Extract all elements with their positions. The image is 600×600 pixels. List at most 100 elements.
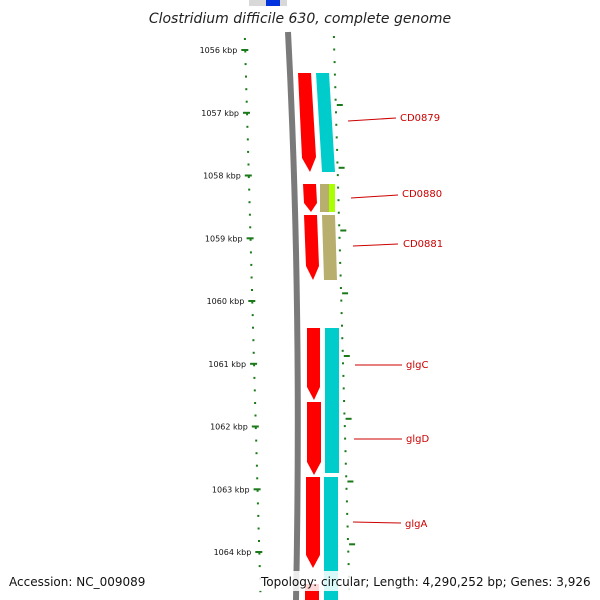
cds-feature: [298, 73, 316, 172]
ruler-major-tick: [248, 300, 256, 302]
ruler-label: 1057 kbp: [201, 109, 239, 118]
ruler-minor-tick: [249, 238, 252, 241]
gene-label-glgc[interactable]: glgC: [406, 360, 428, 371]
ruler-minor-tick: [244, 63, 247, 66]
outer-minor-tick: [336, 148, 339, 151]
ruler-minor-tick: [258, 552, 261, 555]
ruler-major-tick: [251, 425, 259, 428]
outer-major-tick: [338, 166, 345, 169]
outer-minor-tick: [339, 287, 342, 289]
ruler-major-tick: [243, 111, 250, 114]
outer-minor-tick: [333, 61, 336, 64]
ruler-minor-tick: [248, 201, 251, 204]
outer-minor-tick: [332, 36, 335, 38]
outer-minor-tick: [335, 123, 338, 126]
outer-minor-tick: [337, 186, 340, 189]
ruler-minor-tick: [250, 276, 253, 279]
ruler-minor-tick: [245, 100, 248, 103]
outer-minor-tick: [337, 211, 340, 214]
ruler-minor-tick: [246, 138, 249, 141]
upstream-feature-blue: [266, 0, 280, 6]
outer-minor-tick: [343, 400, 346, 402]
footer-background: [256, 571, 596, 591]
outer-minor-tick: [336, 161, 339, 164]
ruler-minor-tick: [253, 376, 256, 379]
ruler-minor-tick: [255, 439, 258, 442]
outer-major-tick: [342, 292, 349, 295]
map-title: Clostridium difficile 630, complete geno…: [149, 11, 451, 27]
outer-minor-tick: [340, 299, 343, 302]
outer-minor-tick: [342, 362, 344, 365]
ruler-label: 1060 kbp: [207, 297, 245, 306]
ruler-major-tick: [253, 488, 261, 491]
ruler-minor-tick: [252, 326, 254, 329]
ruler-label: 1061 kbp: [208, 360, 246, 369]
ruler-minor-tick: [245, 75, 247, 78]
outer-minor-tick: [340, 312, 343, 315]
ruler-label: 1063 kbp: [212, 485, 250, 494]
ruler-minor-tick: [254, 414, 257, 417]
outer-minor-tick: [334, 86, 337, 89]
ruler-minor-tick: [258, 565, 261, 568]
ruler-minor-tick: [258, 540, 260, 542]
outer-minor-tick: [335, 111, 337, 114]
cds-feature: [304, 215, 319, 280]
gene-leader-line: [352, 243, 399, 247]
ruler-minor-tick: [251, 301, 254, 304]
cyan-feature: [325, 328, 339, 473]
cds-track: [298, 73, 321, 600]
gene-label-glga[interactable]: glgA: [405, 519, 427, 530]
outer-minor-tick: [338, 224, 341, 227]
cds-feature: [307, 402, 321, 475]
ruler-major-tick: [246, 237, 254, 240]
ruler-minor-tick: [251, 289, 253, 291]
gene-label-cd0880[interactable]: CD0880: [402, 189, 442, 200]
outer-minor-tick: [341, 349, 344, 352]
ruler-minor-tick: [259, 590, 262, 593]
ruler-major-tick: [250, 362, 258, 365]
ruler-minor-tick: [253, 364, 256, 367]
outer-major-tick: [336, 104, 343, 106]
ruler-minor-tick: [248, 213, 251, 216]
topology-text: Topology: circular; Length: 4,290,252 bp…: [260, 575, 591, 589]
olive-feature: [322, 215, 337, 280]
outer-minor-tick: [333, 48, 336, 51]
outer-minor-tick: [347, 550, 350, 553]
outer-minor-tick: [334, 98, 337, 101]
ruler-minor-tick: [249, 226, 252, 229]
accession-text: Accession: NC_009089: [9, 575, 145, 589]
outer-minor-tick: [333, 73, 336, 76]
ruler-minor-tick: [256, 489, 259, 492]
outer-major-tick: [347, 480, 354, 483]
outer-minor-tick: [336, 174, 339, 177]
outer-minor-tick: [342, 374, 345, 377]
gene-leader-line: [352, 521, 402, 524]
ruler-minor-tick: [251, 314, 254, 317]
annotation-track: [316, 73, 339, 600]
ruler-minor-tick: [247, 163, 250, 166]
cyan-feature: [316, 73, 335, 172]
cds-feature: [303, 184, 317, 212]
gene-labels: CD0879 CD0880 CD0881 glgC glgD glgA: [400, 113, 443, 530]
outer-minor-tick: [347, 563, 350, 566]
ruler-label: 1064 kbp: [214, 548, 252, 557]
gene-label-cd0881[interactable]: CD0881: [403, 239, 443, 250]
outer-minor-tick: [344, 437, 347, 440]
ruler-minor-tick: [250, 263, 253, 266]
ruler-minor-tick: [244, 50, 247, 53]
gene-label-glgd[interactable]: glgD: [406, 434, 429, 445]
ruler-minor-tick: [254, 402, 257, 404]
ruler-minor-tick: [247, 150, 250, 153]
outer-minor-tick: [339, 274, 342, 277]
ruler-minor-tick: [247, 176, 250, 179]
outer-minor-tick: [346, 512, 349, 515]
outer-minor-tick: [335, 136, 338, 139]
ruler-major-tick: [241, 49, 249, 51]
ruler-minor-tick: [256, 477, 259, 480]
ruler-minor-tick: [256, 502, 259, 505]
outer-minor-tick: [344, 462, 347, 465]
ruler-minor-tick: [248, 188, 251, 191]
olive-feature: [320, 184, 330, 212]
gene-label-cd0879[interactable]: CD0879: [400, 113, 440, 124]
outer-minor-tick: [343, 412, 346, 415]
